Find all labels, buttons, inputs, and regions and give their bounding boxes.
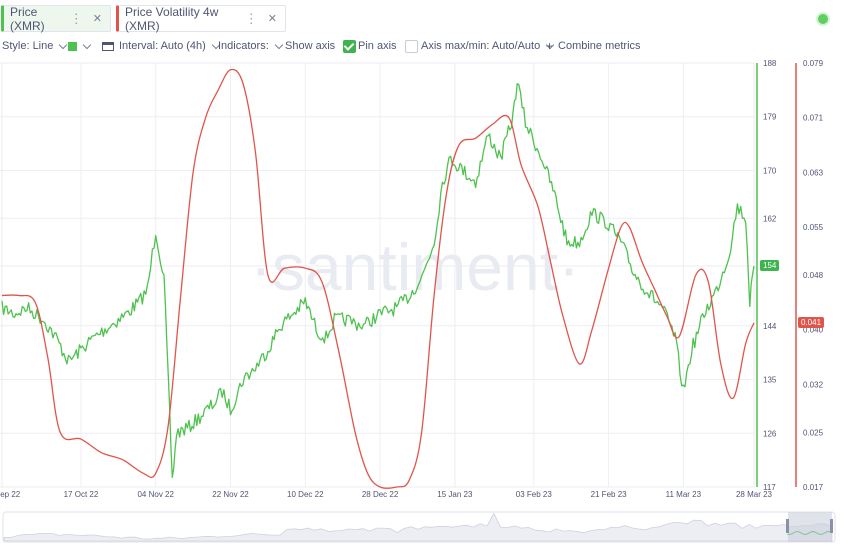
price-tick-label: 179 (763, 113, 777, 122)
show-axis-toggle[interactable]: Show axis (285, 37, 357, 55)
range-navigator[interactable] (0, 510, 850, 544)
price-tick-label: 162 (763, 214, 777, 223)
x-tick-label: 28 Sep 22 (0, 490, 21, 499)
volatility-tick-label: 0.055 (803, 223, 824, 232)
watermark: ·santiment· (250, 230, 580, 304)
style-dropdown[interactable]: Style: Line (2, 37, 70, 55)
combine-metrics-label: Combine metrics (558, 40, 641, 52)
x-tick-label: 17 Oct 22 (64, 490, 99, 499)
close-icon[interactable]: ✕ (92, 13, 102, 25)
chevron-down-icon (59, 40, 68, 49)
style-label: Style: Line (2, 40, 54, 52)
tab-price-label: Price (XMR) (10, 4, 45, 33)
volatility-series (1, 68, 755, 489)
navigator-area (3, 512, 833, 542)
combine-metrics-button[interactable]: + Combine metrics (546, 37, 641, 55)
volatility-tick-label: 0.025 (803, 428, 824, 437)
show-axis-label: Show axis (285, 40, 336, 52)
price-line (1, 83, 755, 478)
volatility-line (1, 68, 755, 489)
volatility-tick-label: 0.040 (803, 326, 824, 335)
grid-layer (0, 62, 755, 488)
axes: 117 126 135 144 154 162 170 179 188 0.017 0.025 0.0… (0, 59, 824, 499)
calendar-icon (102, 41, 114, 51)
tab-volatility[interactable]: Price Volatility 4w (XMR) ⋮ ✕ (116, 4, 286, 33)
show-axis-checkbox[interactable] (343, 39, 357, 53)
tab-menu-icon[interactable]: ⋮ (69, 10, 83, 26)
navigator-right-handle[interactable] (830, 519, 833, 533)
volatility-tick-label: 0.032 (803, 380, 824, 389)
price-tick-label: 144 (763, 322, 777, 331)
price-tick-label: 188 (763, 59, 777, 68)
x-tick-label: 21 Feb 23 (591, 490, 628, 499)
price-series (1, 83, 755, 478)
price-tick-label: 135 (763, 376, 777, 385)
interval-label: Interval: Auto (4h) (119, 40, 206, 52)
price-volatility-chart[interactable]: ·santiment· 117 126 135 144 154 162 170 179 188 0… (0, 58, 850, 502)
navigator-left-handle[interactable] (786, 519, 789, 533)
live-status-icon (818, 14, 828, 24)
tab-price[interactable]: Price (XMR) ⋮ ✕ (1, 4, 111, 33)
volatility-tick-label: 0.048 (803, 271, 824, 280)
tab-volatility-label: Price Volatility 4w (XMR) (125, 4, 219, 33)
chart-toolbar: Style: Line Interval: Auto (4h) Indicato… (0, 37, 850, 55)
indicators-label: Indicators: (218, 40, 269, 52)
volatility-current-badge: 0.041 (798, 316, 825, 328)
price-tick-label: 117 (763, 483, 776, 492)
interval-dropdown[interactable]: Interval: Auto (4h) (102, 37, 223, 55)
plus-icon: + (546, 39, 554, 53)
pin-axis-label: Pin axis (358, 40, 397, 52)
x-tick-label: 10 Dec 22 (287, 490, 324, 499)
x-tick-label: 03 Feb 23 (516, 490, 553, 499)
x-tick-label: 11 Mar 23 (666, 490, 702, 499)
color-swatch-icon (68, 41, 77, 51)
close-icon[interactable]: ✕ (267, 13, 277, 25)
chevron-down-icon (274, 40, 283, 49)
price-tick-label: 126 (763, 429, 777, 438)
tab-menu-icon[interactable]: ⋮ (244, 10, 258, 26)
price-current-badge: 154 (760, 260, 780, 272)
chevron-down-icon (82, 40, 92, 49)
x-tick-label: 28 Mar 23 (736, 490, 773, 499)
volatility-tick-label: 0.079 (803, 59, 824, 68)
color-dropdown[interactable] (68, 37, 94, 55)
x-tick-label: 15 Jan 23 (437, 490, 473, 499)
volatility-tick-label: 0.071 (803, 114, 824, 123)
volatility-tick-label: 0.017 (803, 483, 824, 492)
indicators-dropdown[interactable]: Indicators: (218, 37, 286, 55)
volatility-tick-label: 0.063 (803, 168, 824, 177)
price-tick-label: 170 (763, 166, 777, 175)
navigator-selection[interactable] (788, 512, 832, 542)
pin-axis-toggle[interactable]: Pin axis (358, 37, 418, 55)
axis-minmax-label: Axis max/min: Auto/Auto (421, 40, 541, 52)
x-tick-label: 28 Dec 22 (362, 490, 399, 499)
x-tick-label: 04 Nov 22 (137, 490, 174, 499)
axis-minmax-dropdown[interactable]: Axis max/min: Auto/Auto (421, 37, 557, 55)
x-tick-label: 22 Nov 22 (212, 490, 249, 499)
pin-axis-checkbox[interactable] (404, 39, 418, 53)
